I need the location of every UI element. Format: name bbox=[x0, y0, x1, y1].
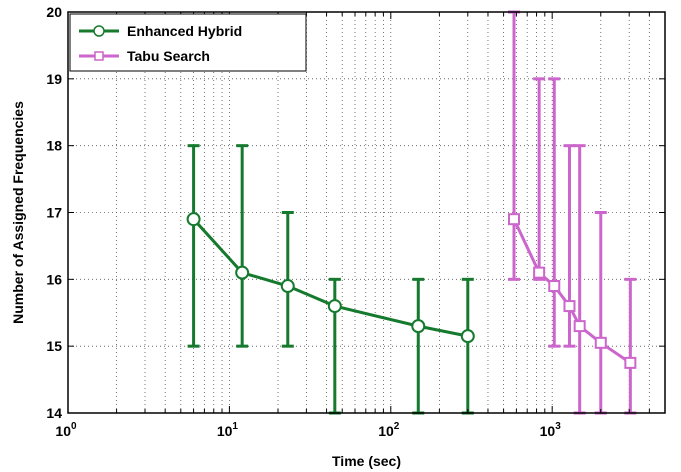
data-point bbox=[594, 336, 607, 349]
legend-marker-enhanced-hybrid bbox=[93, 25, 105, 37]
y-tick-label: 20 bbox=[46, 4, 62, 20]
grid bbox=[68, 12, 665, 413]
legend-box bbox=[69, 13, 307, 72]
data-point bbox=[460, 329, 475, 344]
data-point bbox=[411, 319, 426, 334]
x-tick-exponent: 1 bbox=[232, 421, 238, 432]
y-tick-label: 14 bbox=[46, 405, 62, 421]
x-axis-label: Time (sec) bbox=[332, 453, 401, 469]
series-line bbox=[512, 218, 632, 365]
x-tick-exponent: 2 bbox=[394, 421, 400, 432]
data-point bbox=[327, 299, 342, 314]
x-tick-label: 101 bbox=[217, 421, 239, 439]
data-point bbox=[624, 356, 637, 369]
plot-frame bbox=[67, 11, 666, 414]
x-tick-exponent: 3 bbox=[555, 421, 561, 432]
x-tick-base: 10 bbox=[378, 423, 394, 439]
series-line bbox=[192, 218, 469, 338]
x-tick-label: 103 bbox=[540, 421, 562, 439]
series-enhanced-hybrid bbox=[186, 144, 475, 415]
y-tick-label: 18 bbox=[46, 138, 62, 154]
legend-marker-tabu-search bbox=[94, 51, 104, 61]
legend-label-tabu-search: Tabu Search bbox=[127, 48, 210, 64]
y-tick-label: 15 bbox=[46, 338, 62, 354]
data-point bbox=[280, 279, 295, 294]
y-tick-label: 16 bbox=[46, 271, 62, 287]
x-tick-exponent: 0 bbox=[71, 421, 77, 432]
data-point bbox=[563, 300, 576, 313]
data-point bbox=[548, 280, 561, 293]
data-point bbox=[573, 320, 586, 333]
x-tick-base: 10 bbox=[217, 423, 233, 439]
data-point bbox=[533, 266, 546, 279]
data-point bbox=[235, 265, 250, 280]
y-tick-label: 17 bbox=[46, 205, 62, 221]
y-tick-label: 19 bbox=[46, 71, 62, 87]
x-tick-label: 100 bbox=[55, 421, 77, 439]
data-point bbox=[186, 212, 201, 227]
plot-series bbox=[186, 10, 637, 415]
x-tick-label: 102 bbox=[378, 421, 400, 439]
data-point bbox=[508, 213, 521, 226]
legend: Enhanced Hybrid Tabu Search bbox=[69, 13, 307, 72]
x-tick-base: 10 bbox=[540, 423, 556, 439]
y-axis-label: Number of Assigned Frequencies bbox=[10, 101, 26, 324]
legend-label-enhanced-hybrid: Enhanced Hybrid bbox=[127, 23, 242, 39]
series-tabu-search bbox=[508, 10, 637, 415]
x-tick-base: 10 bbox=[55, 423, 71, 439]
